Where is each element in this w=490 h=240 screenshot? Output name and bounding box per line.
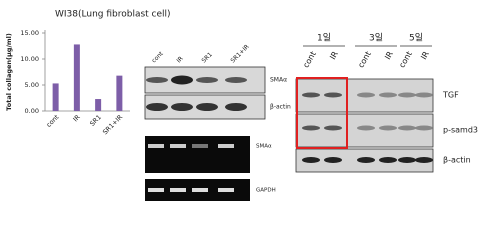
highlight-box (296, 77, 348, 149)
day-label: 5일 (409, 33, 423, 44)
band (146, 77, 168, 83)
chart-title: WI38(Lung fibroblast cell) (55, 10, 171, 20)
bar (52, 83, 59, 111)
row-label: SMAα (270, 77, 287, 84)
band (225, 77, 247, 83)
band (302, 92, 320, 98)
gel-panel (145, 136, 250, 173)
lane-label: SR1+IR (230, 43, 251, 64)
band (324, 157, 342, 163)
band (170, 144, 186, 148)
lane-label: IR (419, 49, 431, 61)
day-label: 1일 (317, 33, 331, 44)
band (148, 188, 164, 192)
band (192, 144, 208, 148)
row-label: TGF (442, 91, 459, 100)
day-label: 3일 (369, 33, 383, 44)
band (171, 75, 193, 85)
blot-panel (295, 113, 434, 148)
lane-label: IR (328, 49, 340, 61)
band (415, 125, 433, 131)
y-tick-label: 15.00 (20, 29, 39, 37)
band (196, 77, 218, 83)
band (324, 92, 342, 98)
band (398, 157, 416, 163)
lane-label: cont (151, 50, 166, 65)
band (379, 157, 397, 163)
lane-label: SR1 (201, 51, 214, 64)
band (379, 125, 397, 131)
figure: WI38(Lung fibroblast cell) Total collage… (5, 10, 478, 201)
band (146, 103, 168, 111)
bar (73, 44, 80, 111)
lane-label: IR (383, 49, 395, 61)
lane-label: IR (176, 55, 185, 64)
band (357, 125, 375, 131)
row-label: p-samd3 (443, 126, 478, 135)
band (302, 157, 320, 163)
band (192, 188, 208, 192)
bar (95, 99, 102, 111)
y-axis-label: Total collagen(μg/ml) (5, 33, 13, 111)
band (302, 125, 320, 131)
row-label: β-actin (270, 104, 291, 111)
x-tick-label: IR (71, 113, 82, 124)
band (170, 188, 186, 192)
row-label: GAPDH (256, 188, 276, 194)
x-tick-label: SR1+IR (101, 113, 124, 136)
band (196, 103, 218, 111)
bar (116, 75, 123, 111)
x-tick-label: cont (45, 113, 61, 129)
y-tick-label: 5.00 (25, 81, 39, 89)
lane-label: cont (301, 50, 318, 70)
band (148, 144, 164, 148)
y-tick-label: 10.00 (20, 55, 39, 63)
lane-label: cont (356, 50, 373, 70)
band (225, 103, 247, 111)
band (218, 188, 234, 192)
row-label: β-actin (443, 156, 471, 165)
lane-label: cont (397, 50, 414, 70)
band (324, 125, 342, 131)
band (398, 92, 416, 98)
band (171, 103, 193, 111)
band (415, 157, 433, 163)
band (415, 92, 433, 98)
band (379, 92, 397, 98)
x-tick-label: SR1 (88, 113, 103, 128)
band (218, 144, 234, 148)
band (357, 92, 375, 98)
y-tick-label: 0.00 (25, 107, 39, 115)
band (398, 125, 416, 131)
row-label: SMAα (256, 144, 272, 150)
band (357, 157, 375, 163)
